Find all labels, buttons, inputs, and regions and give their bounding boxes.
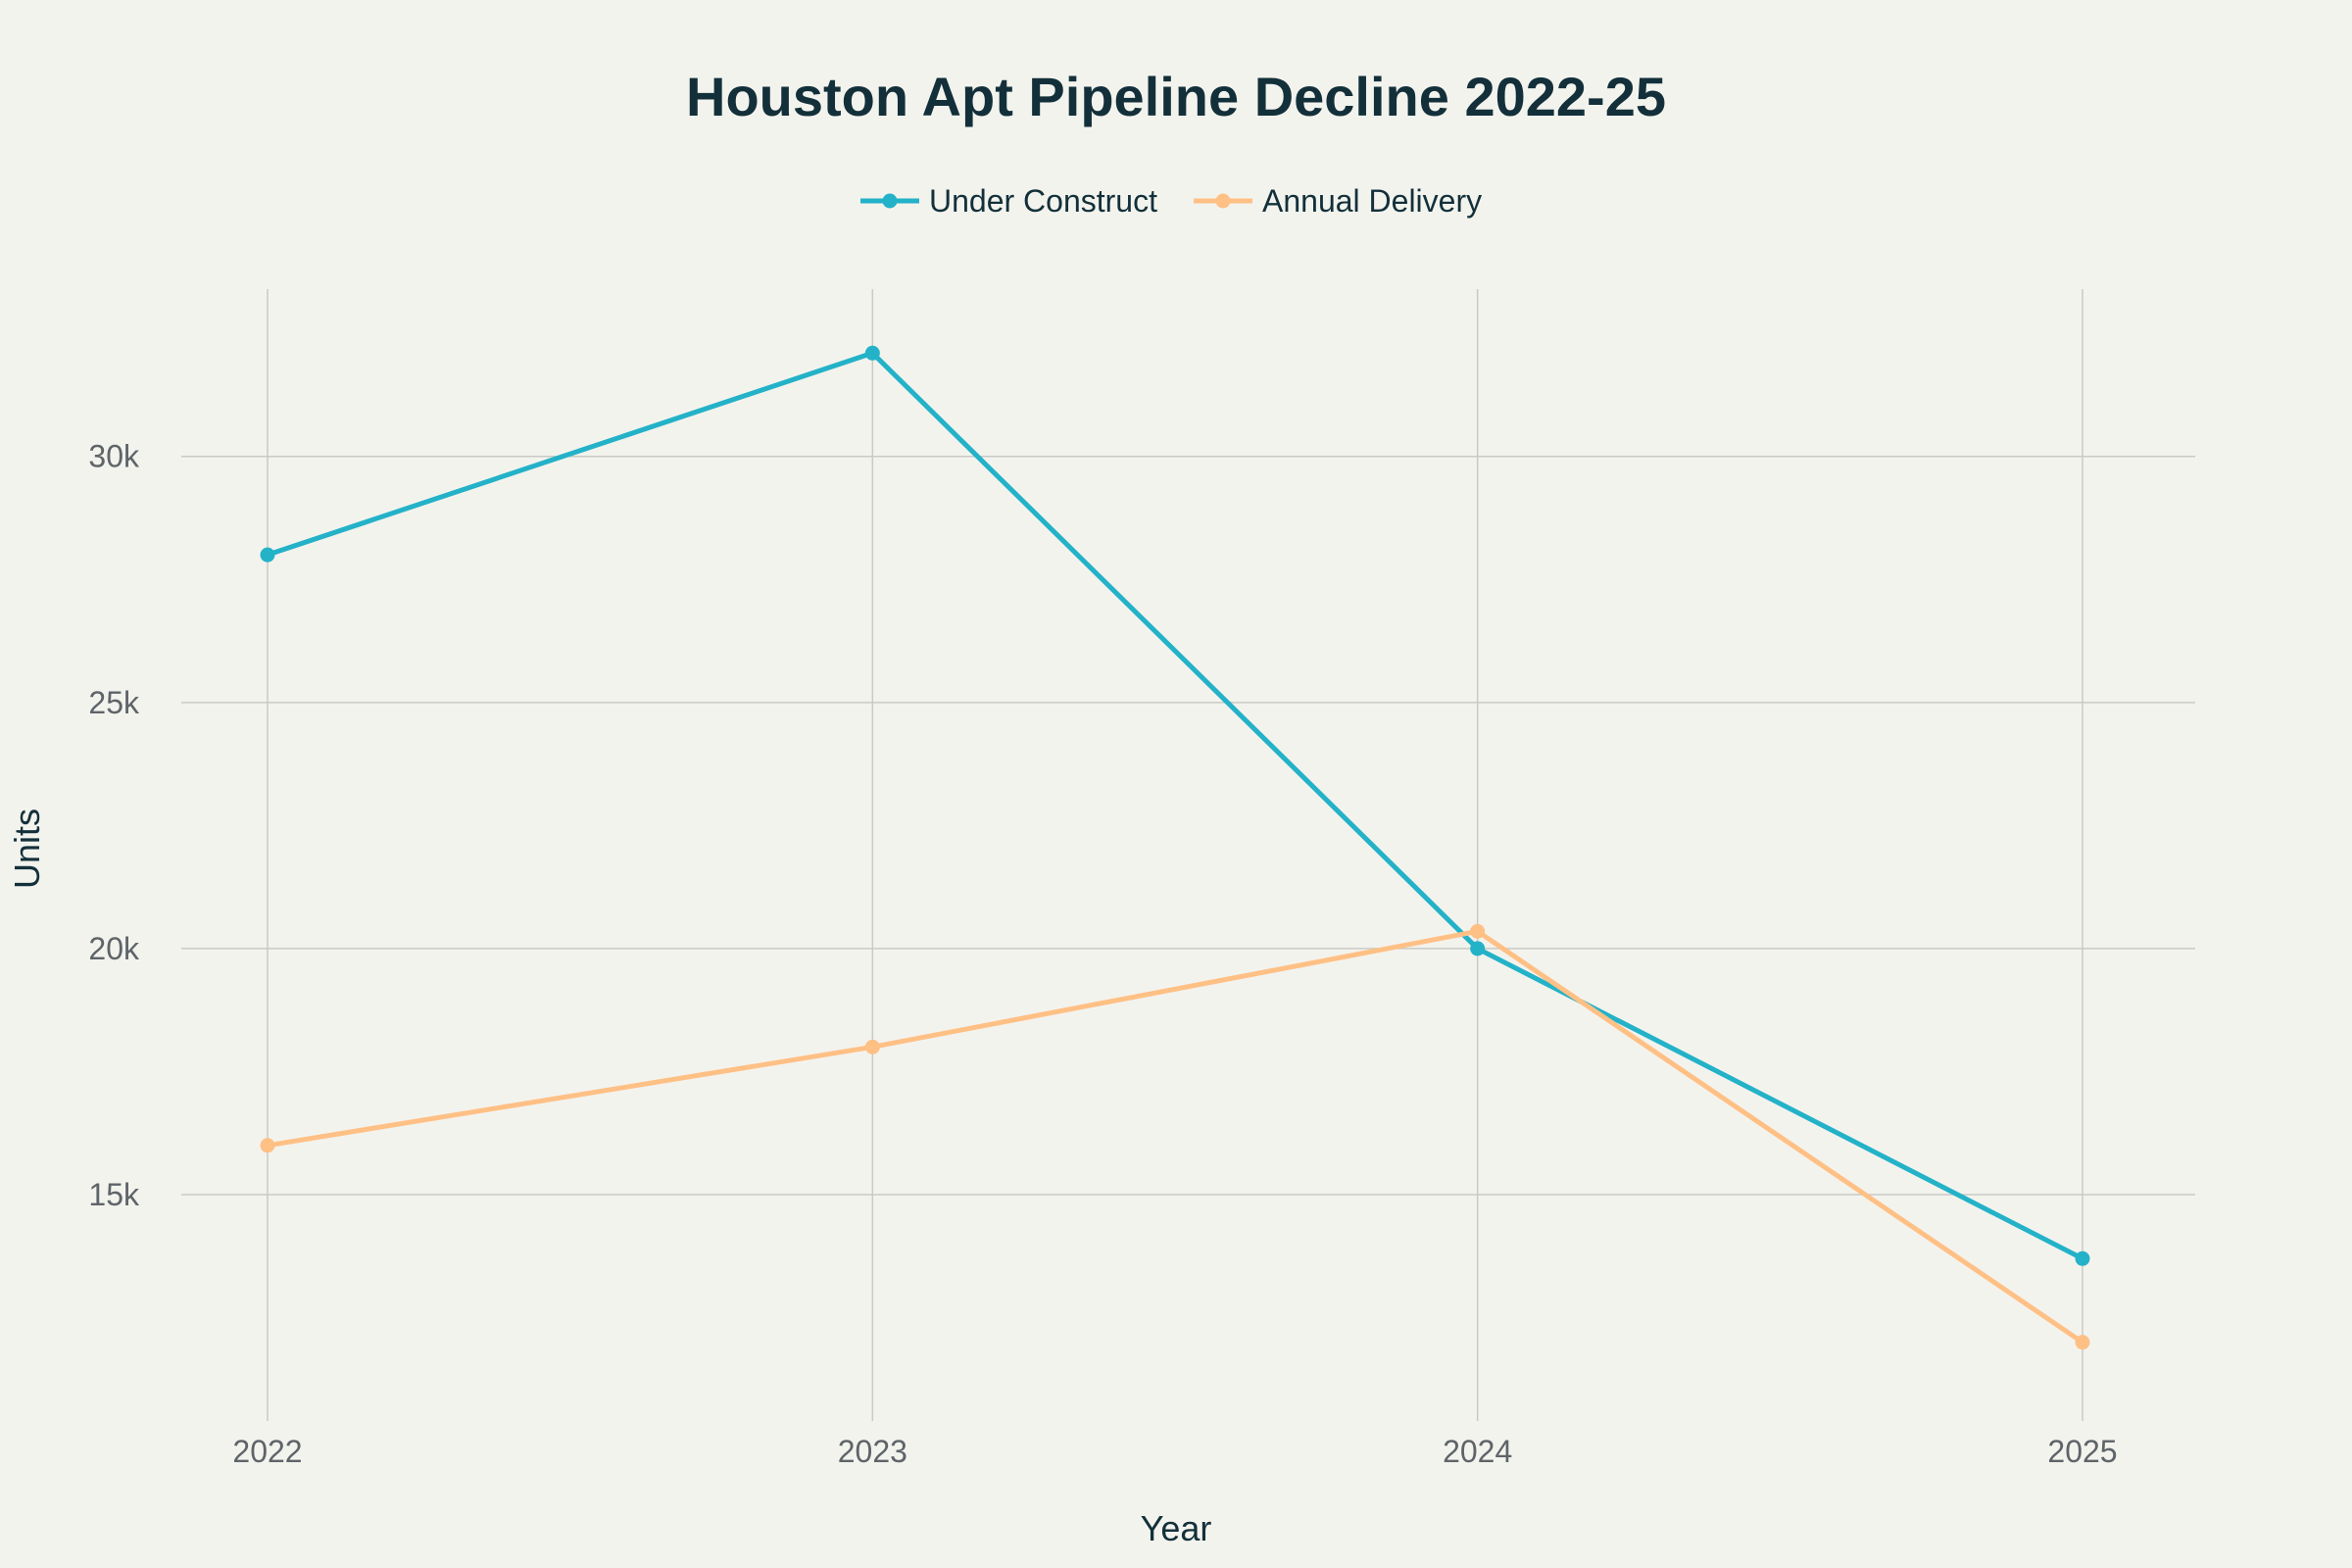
y-axis-ticks: 15k 20k 25k 30k [88,439,140,1212]
y-tick-label: 25k [88,685,140,720]
data-point[interactable] [1470,923,1486,939]
series-line [265,350,2085,1261]
data-point[interactable] [1470,941,1486,956]
x-tick-label: 2024 [1443,1434,1512,1469]
x-tick-label: 2025 [2047,1434,2117,1469]
x-gridlines [267,289,2083,1421]
y-axis-label: Units [7,808,47,889]
legend-label: Under Construct [929,183,1157,219]
y-tick-label: 15k [88,1177,140,1212]
x-tick-label: 2022 [232,1434,302,1469]
legend: Under Construct Annual Delivery [860,183,1482,219]
series-layer [260,345,2090,1350]
y-gridlines [181,455,2195,1196]
legend-item[interactable]: Annual Delivery [1194,183,1482,219]
series-1 [260,923,2090,1350]
x-axis-label: Year [1141,1508,1212,1548]
data-point[interactable] [260,1138,275,1153]
x-axis-ticks: 2022 2023 2024 2025 [232,1434,2117,1469]
y-tick-label: 20k [88,931,140,966]
x-tick-label: 2023 [838,1434,907,1469]
data-point[interactable] [2075,1335,2090,1350]
legend-item[interactable]: Under Construct [860,183,1157,219]
series-0 [260,345,2090,1266]
legend-swatch-marker [1215,193,1231,209]
legend-swatch-marker [882,193,898,209]
data-point[interactable] [260,547,275,563]
data-point[interactable] [864,1039,880,1054]
legend-label: Annual Delivery [1262,183,1482,219]
y-tick-label: 30k [88,439,140,474]
series-line [265,928,2085,1346]
data-point[interactable] [2075,1250,2090,1266]
chart-title: Houston Apt Pipeline Decline 2022-25 [686,66,1666,127]
data-point[interactable] [864,345,880,361]
